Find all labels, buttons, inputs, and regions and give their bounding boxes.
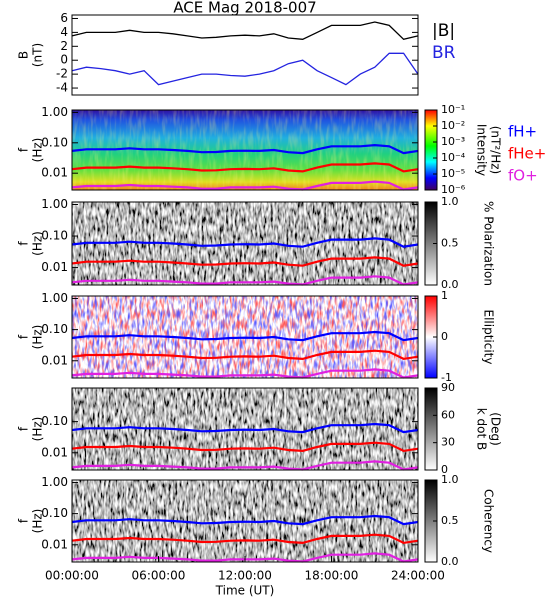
plot-frame bbox=[71, 14, 419, 96]
colorbar-tick-label: 60 bbox=[441, 408, 455, 421]
y-tick-label: 0.10 bbox=[41, 135, 68, 149]
y-axis-label: f bbox=[17, 147, 31, 152]
frequency-line bbox=[71, 275, 419, 286]
y-tick-label: 0 bbox=[60, 53, 68, 67]
colorbar-tick-label: 0 bbox=[441, 330, 448, 343]
colorbar-tick-label: -1 bbox=[441, 371, 452, 384]
legend-label: fO+ bbox=[508, 167, 538, 185]
y-axis-label: f bbox=[17, 518, 31, 523]
y-tick-label: 4 bbox=[60, 25, 68, 39]
y-axis-label: (Hz) bbox=[31, 231, 45, 256]
frequency-line bbox=[71, 237, 419, 248]
plot-frame bbox=[71, 295, 419, 379]
y-tick-label: 0.10 bbox=[41, 414, 68, 428]
colorbar-tick-label: 0.0 bbox=[441, 278, 459, 291]
colorbar bbox=[424, 109, 438, 191]
y-tick-label: 0.01 bbox=[41, 353, 68, 367]
x-tick-label: 00:00:00 bbox=[45, 569, 99, 583]
y-tick-label: 6 bbox=[60, 11, 68, 25]
colorbar-tick-label: 10⁻² bbox=[441, 119, 465, 132]
legend-label: BR bbox=[432, 43, 456, 63]
colorbar-tick-label: 10⁻³ bbox=[441, 135, 465, 148]
y-tick-label: 2 bbox=[60, 39, 68, 53]
frequency-line bbox=[71, 368, 419, 379]
y-tick-label: 1.00 bbox=[41, 105, 68, 119]
y-axis-label: (Hz) bbox=[31, 325, 45, 350]
colorbar-label: k dot B bbox=[475, 408, 489, 450]
frequency-line bbox=[71, 330, 419, 342]
colorbar-tick-label: 10⁻⁵ bbox=[441, 167, 465, 180]
colorbar-label: % Polarization bbox=[482, 201, 496, 286]
y-tick-label: 0.10 bbox=[41, 506, 68, 520]
x-tick-label: 24:00:00 bbox=[391, 569, 445, 583]
frequency-line bbox=[71, 162, 419, 173]
colorbar bbox=[424, 387, 438, 471]
y-axis-label: (Hz) bbox=[31, 417, 45, 442]
data-line bbox=[71, 52, 419, 86]
frequency-line bbox=[71, 143, 419, 155]
y-tick-label: 0.10 bbox=[41, 322, 68, 336]
frequency-line bbox=[71, 441, 419, 453]
y-tick-label: 1.00 bbox=[41, 475, 68, 489]
y-axis-label: (Hz) bbox=[31, 138, 45, 163]
y-axis-label: (nT) bbox=[31, 43, 45, 67]
colorbar-tick-label: 90 bbox=[441, 381, 455, 394]
y-tick-label: -2 bbox=[56, 67, 68, 81]
frequency-line bbox=[71, 533, 419, 545]
x-tick-label: 06:00:00 bbox=[132, 569, 186, 583]
frequency-line bbox=[71, 422, 419, 434]
y-axis-label: f bbox=[17, 426, 31, 431]
frequency-line bbox=[71, 349, 419, 361]
data-line bbox=[71, 21, 419, 41]
colorbar-tick-label: 30 bbox=[441, 436, 455, 449]
frequency-line bbox=[71, 460, 419, 471]
y-tick-label: 0.10 bbox=[41, 229, 68, 243]
y-axis-label: f bbox=[17, 241, 31, 246]
colorbar-label: Coherency bbox=[482, 489, 496, 553]
colorbar-label: (Deg) bbox=[489, 412, 503, 446]
chart-title: ACE Mag 2018-007 bbox=[173, 0, 316, 17]
x-tick-label: 12:00:00 bbox=[218, 569, 272, 583]
plot-frame bbox=[71, 201, 419, 286]
colorbar-tick-label: 0.5 bbox=[441, 237, 459, 250]
colorbar-tick-label: 10⁻⁶ bbox=[441, 183, 466, 196]
colorbar-tick-label: 0 bbox=[441, 463, 448, 476]
frequency-line bbox=[71, 514, 419, 526]
colorbar-label: Ellipticity bbox=[482, 310, 496, 365]
frequency-line bbox=[71, 180, 419, 191]
y-tick-label: 0.01 bbox=[41, 445, 68, 459]
colorbar-tick-label: 10⁻¹ bbox=[441, 103, 465, 116]
y-axis-label: (Hz) bbox=[31, 509, 45, 534]
colorbar-tick-label: 0.0 bbox=[441, 555, 459, 568]
colorbar-label: Intensity bbox=[475, 124, 489, 176]
y-tick-label: 0.01 bbox=[41, 537, 68, 551]
colorbar-tick-label: 10⁻⁴ bbox=[441, 151, 466, 164]
y-axis-label: f bbox=[17, 334, 31, 339]
legend-label: fH+ bbox=[508, 123, 537, 141]
x-axis-label: Time (UT) bbox=[215, 584, 275, 598]
y-axis-label: B bbox=[17, 51, 31, 59]
colorbar-tick-label: 1.0 bbox=[441, 195, 459, 208]
plot-frame bbox=[71, 109, 419, 191]
y-tick-label: 0.01 bbox=[41, 260, 68, 274]
frequency-line bbox=[71, 256, 419, 267]
colorbar-tick-label: 0.5 bbox=[441, 514, 459, 527]
y-tick-label: 1.00 bbox=[41, 291, 68, 305]
y-tick-label: 1.00 bbox=[41, 197, 68, 211]
y-tick-label: -4 bbox=[56, 81, 68, 95]
x-tick-label: 18:00:00 bbox=[305, 569, 359, 583]
colorbar-label: (nT²/Hz) bbox=[489, 126, 503, 174]
plot-frame bbox=[71, 387, 419, 471]
legend-label: |B| bbox=[432, 21, 455, 41]
y-tick-label: 0.01 bbox=[41, 166, 68, 180]
colorbar-tick-label: 1 bbox=[441, 289, 448, 302]
colorbar-tick-label: 1.0 bbox=[441, 473, 459, 486]
legend-label: fHe+ bbox=[508, 145, 546, 163]
